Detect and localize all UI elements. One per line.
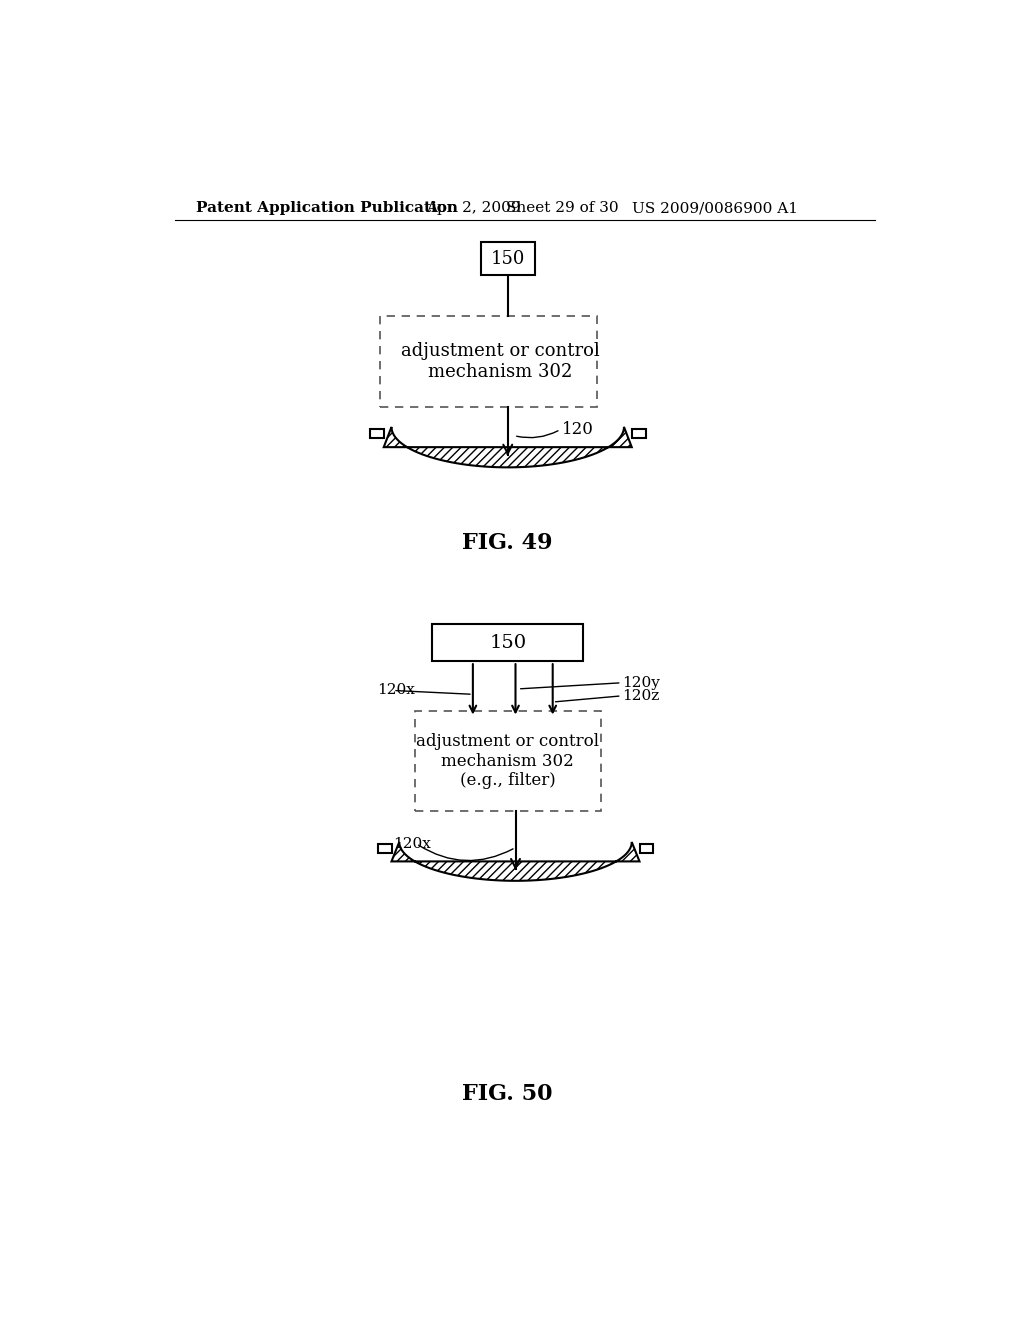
Text: 150: 150 bbox=[489, 634, 526, 652]
Bar bbox=[432, 624, 584, 661]
Polygon shape bbox=[391, 842, 640, 880]
Bar bbox=[380, 317, 597, 407]
Text: FIG. 49: FIG. 49 bbox=[463, 532, 553, 554]
Bar bbox=[640, 843, 653, 853]
Text: Sheet 29 of 30: Sheet 29 of 30 bbox=[506, 202, 618, 215]
Text: 150: 150 bbox=[490, 249, 525, 268]
Text: 120y: 120y bbox=[623, 676, 660, 690]
Text: adjustment or control
mechanism 302
(e.g., filter): adjustment or control mechanism 302 (e.g… bbox=[416, 733, 599, 789]
Text: adjustment or control
mechanism 302: adjustment or control mechanism 302 bbox=[400, 342, 599, 381]
Bar bbox=[480, 242, 535, 276]
Text: FIG. 50: FIG. 50 bbox=[463, 1082, 553, 1105]
Text: US 2009/0086900 A1: US 2009/0086900 A1 bbox=[632, 202, 798, 215]
Text: 120z: 120z bbox=[623, 689, 659, 702]
Text: 120x: 120x bbox=[393, 837, 431, 850]
Bar bbox=[378, 843, 391, 853]
Text: Apr. 2, 2009: Apr. 2, 2009 bbox=[426, 202, 521, 215]
Bar bbox=[370, 429, 384, 438]
Polygon shape bbox=[384, 426, 632, 467]
Bar bbox=[632, 429, 646, 438]
Text: 120x: 120x bbox=[378, 684, 416, 697]
Text: Patent Application Publication: Patent Application Publication bbox=[197, 202, 458, 215]
Text: 120: 120 bbox=[562, 421, 594, 438]
Bar bbox=[415, 711, 601, 812]
